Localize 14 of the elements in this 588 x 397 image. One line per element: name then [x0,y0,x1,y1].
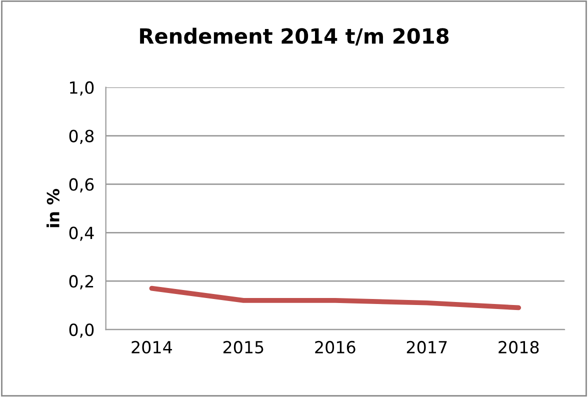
y-tick-label: 0,2 [69,275,94,290]
y-tick-label: 0,0 [69,323,94,338]
y-axis-title: in % [46,188,60,228]
y-tick-label: 0,6 [69,178,94,192]
x-tick-label: 2015 [223,340,264,354]
y-tick-label: 0,8 [69,130,94,144]
y-tick-label: 1,0 [70,81,94,96]
x-tick-label: 2016 [315,340,356,354]
x-tick-label: 2014 [132,340,172,354]
y-tick-label: 0,4 [69,226,94,241]
x-tick-label: 2017 [406,340,447,354]
x-tick-label: 2018 [498,340,539,354]
line-series [149,286,522,310]
chart-title: Rendement 2014 t/m 2018 [140,28,449,46]
